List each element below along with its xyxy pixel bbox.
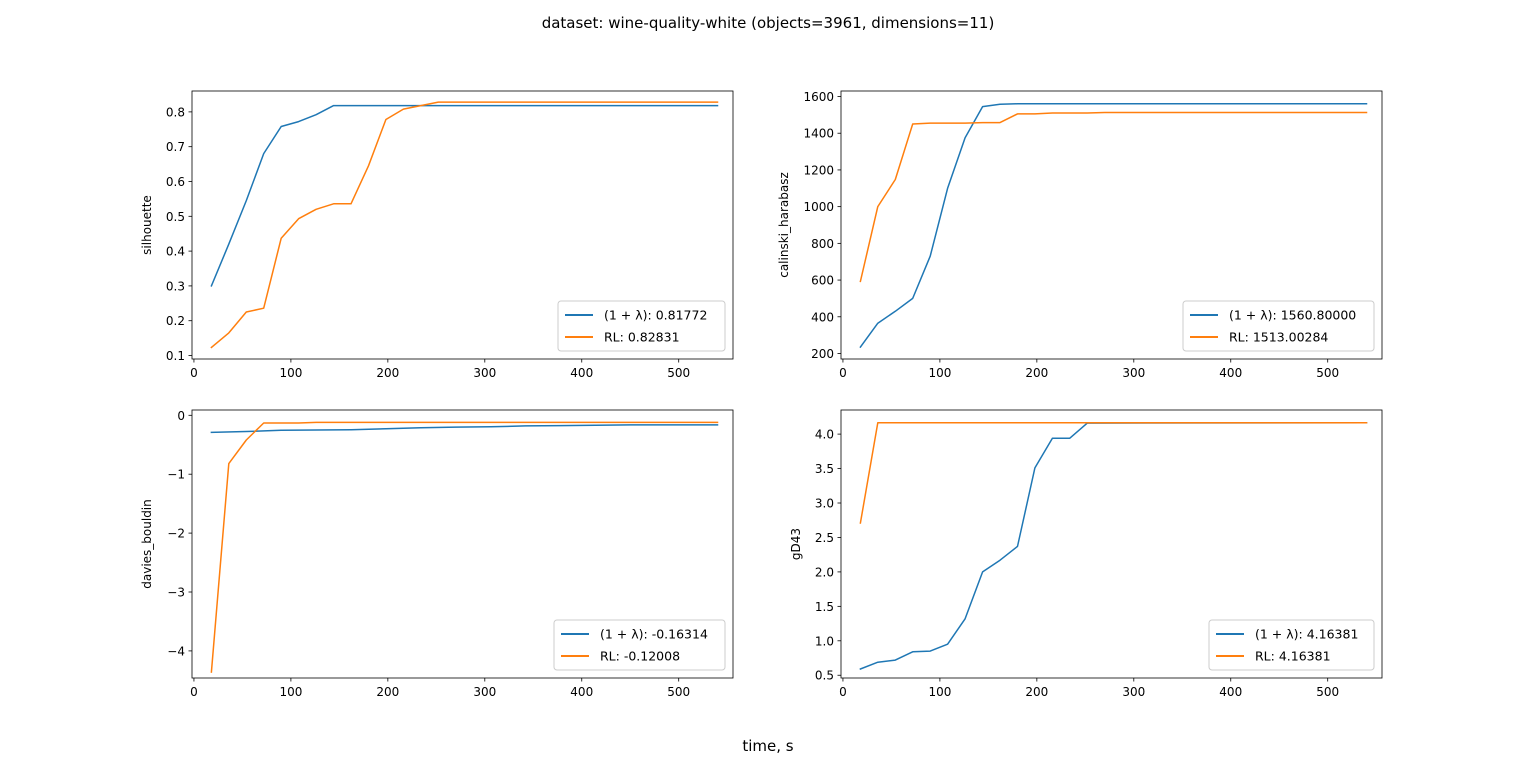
y-tick-label: 1400 xyxy=(803,127,834,141)
y-tick-label: 3.0 xyxy=(815,497,834,511)
legend-box xyxy=(1182,300,1375,352)
x-tick-label: 500 xyxy=(667,685,690,699)
y-tick-label: 1.0 xyxy=(815,634,834,648)
axes-frame xyxy=(840,409,1383,679)
x-tick-label: 300 xyxy=(1122,685,1145,699)
axes-frame xyxy=(840,90,1383,360)
y-tick-label: 0.5 xyxy=(166,210,185,224)
y-axis-label: silhouette xyxy=(140,195,154,255)
x-tick-label: 400 xyxy=(1219,685,1242,699)
subplots: 0 100 200 300 400 500 0.1 0.2 0.3 0.4 0.5 0.6 0.7 0.8… xyxy=(140,90,1383,699)
legend-entry: (1 + λ): 4.16381 xyxy=(1255,627,1358,642)
legend-entry: (1 + λ): -0.16314 xyxy=(600,627,708,642)
y-tick-label: 2.5 xyxy=(815,531,834,545)
x-tick-label: 300 xyxy=(473,685,496,699)
series-line-rl xyxy=(859,422,1368,524)
legend-entry: RL: 4.16381 xyxy=(1255,649,1331,664)
x-tick-label: 0 xyxy=(839,685,847,699)
y-axis-label: gD43 xyxy=(789,528,803,560)
y-tick-label: 1600 xyxy=(803,90,834,104)
x-tick-label: 400 xyxy=(1219,366,1242,380)
subplot-3: 0 100 200 300 400 500 −4 −3 −2 −1 0 davies_bouldin (… xyxy=(140,409,734,699)
x-tick-label: 500 xyxy=(1316,366,1339,380)
y-tick-label: 2.0 xyxy=(815,565,834,579)
legend-entry: (1 + λ): 0.81772 xyxy=(604,308,707,323)
legend-entry: RL: 0.82831 xyxy=(604,330,680,345)
x-tick-label: 0 xyxy=(839,366,847,380)
x-tick-label: 0 xyxy=(190,366,198,380)
y-tick-label: 0.8 xyxy=(166,105,185,119)
x-tick-label: 500 xyxy=(1316,685,1339,699)
x-tick-label: 0 xyxy=(190,685,198,699)
y-axis-label: davies_bouldin xyxy=(140,499,154,589)
y-tick-label: 0.2 xyxy=(166,314,185,328)
subplot-2: 0 100 200 300 400 500 200 400 600 800 1000 1200 1400… xyxy=(777,90,1383,380)
x-tick-label: 200 xyxy=(376,685,399,699)
legend: (1 + λ): 0.81772 RL: 0.82831 xyxy=(557,300,726,352)
x-tick-label: 400 xyxy=(570,366,593,380)
y-tick-label: 0.4 xyxy=(166,245,185,259)
legend-entry: (1 + λ): 1560.80000 xyxy=(1229,308,1356,323)
y-tick-label: 4.0 xyxy=(815,428,834,442)
series-line-rl xyxy=(859,111,1368,283)
legend-box xyxy=(557,300,726,352)
legend-box xyxy=(1208,619,1375,671)
y-tick-label: 0 xyxy=(177,409,185,423)
y-tick-label: −3 xyxy=(167,586,185,600)
series-line-one-plus-lambda xyxy=(859,422,1368,670)
figure-xlabel: time, s xyxy=(742,737,793,755)
x-tick-label: 300 xyxy=(473,366,496,380)
legend: (1 + λ): 1560.80000 RL: 1513.00284 xyxy=(1182,300,1375,352)
y-tick-label: 800 xyxy=(811,237,834,251)
x-tick-label: 200 xyxy=(376,366,399,380)
x-tick-label: 100 xyxy=(928,685,951,699)
axes-frame xyxy=(191,409,734,679)
legend: (1 + λ): -0.16314 RL: -0.12008 xyxy=(553,619,726,671)
y-axis-label: calinski_harabasz xyxy=(777,172,791,278)
y-tick-label: 200 xyxy=(811,347,834,361)
series-line-rl xyxy=(210,101,719,349)
legend-entry: RL: 1513.00284 xyxy=(1229,330,1328,345)
y-tick-label: 0.5 xyxy=(815,669,834,683)
figure-suptitle: dataset: wine-quality-white (objects=396… xyxy=(542,14,995,32)
series-line-rl xyxy=(210,421,719,673)
axes-frame xyxy=(191,90,734,360)
y-tick-label: 1200 xyxy=(803,163,834,177)
legend: (1 + λ): 4.16381 RL: 4.16381 xyxy=(1208,619,1375,671)
legend-box xyxy=(553,619,726,671)
y-tick-label: 0.3 xyxy=(166,279,185,293)
y-tick-label: −1 xyxy=(167,468,185,482)
subplot-1: 0 100 200 300 400 500 0.1 0.2 0.3 0.4 0.5 0.6 0.7 0.8… xyxy=(140,90,734,380)
legend-entry: RL: -0.12008 xyxy=(600,649,680,664)
x-tick-label: 400 xyxy=(570,685,593,699)
y-tick-label: 0.7 xyxy=(166,140,185,154)
x-tick-label: 500 xyxy=(667,366,690,380)
y-tick-label: 3.5 xyxy=(815,462,834,476)
y-tick-label: 1000 xyxy=(803,200,834,214)
y-tick-label: −4 xyxy=(167,644,185,658)
series-line-one-plus-lambda xyxy=(210,424,719,434)
x-tick-label: 200 xyxy=(1025,685,1048,699)
y-tick-label: −2 xyxy=(167,527,185,541)
series-line-one-plus-lambda xyxy=(210,104,719,287)
series-line-one-plus-lambda xyxy=(859,102,1368,349)
y-tick-label: 0.6 xyxy=(166,175,185,189)
x-tick-label: 300 xyxy=(1122,366,1145,380)
x-tick-label: 100 xyxy=(279,685,302,699)
x-tick-label: 100 xyxy=(279,366,302,380)
y-tick-label: 400 xyxy=(811,310,834,324)
y-tick-label: 600 xyxy=(811,274,834,288)
y-tick-label: 0.1 xyxy=(166,349,185,363)
x-tick-label: 200 xyxy=(1025,366,1048,380)
subplot-4: 0 100 200 300 400 500 0.5 1.0 1.5 2.0 2.5 3.0 3.5 4.0… xyxy=(789,409,1383,699)
x-tick-label: 100 xyxy=(928,366,951,380)
y-tick-label: 1.5 xyxy=(815,600,834,614)
